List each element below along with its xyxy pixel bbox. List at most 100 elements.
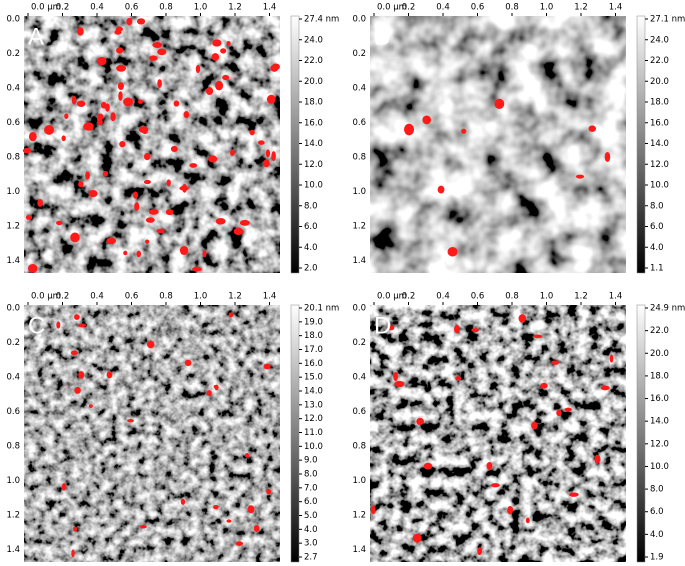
x-tick-label: 1.4: [263, 292, 277, 302]
y-tick-label: 0.0: [6, 15, 20, 25]
x-tick-label: 0.0 µm: [377, 292, 407, 302]
colorbar-label: 10.0: [304, 442, 323, 452]
red-particle: [78, 181, 84, 188]
red-particle: [146, 340, 155, 349]
red-particle: [533, 334, 543, 339]
red-particle: [173, 100, 180, 107]
red-particle: [76, 100, 86, 107]
red-particle: [215, 217, 226, 225]
red-particle: [152, 41, 163, 49]
red-particle: [270, 64, 279, 72]
x-tick-label: 1.4: [263, 3, 277, 13]
y-tick-label: 0.2: [352, 338, 366, 348]
red-particle: [257, 140, 265, 145]
red-particle: [214, 384, 219, 391]
red-particle: [404, 123, 415, 136]
x-tick-label: 0.0 µm: [31, 3, 61, 13]
colorbar-label: 6.0: [650, 507, 664, 517]
colorbar-label: 24.0: [650, 35, 669, 45]
red-particle: [83, 122, 92, 131]
colorbar-label: 10.0: [650, 462, 669, 472]
red-particle: [454, 324, 460, 334]
x-tick-label: 0.2: [56, 292, 70, 302]
y-tick-label: 0.6: [352, 407, 366, 417]
red-particle: [271, 151, 276, 162]
colorbar-label: 18.0: [650, 371, 669, 381]
colorbar-label: 4.0: [650, 530, 664, 540]
x-tick-label: 0.0 µm: [377, 3, 407, 13]
y-tick-label: 1.4: [6, 256, 20, 266]
x-tick-label: 0.4: [436, 292, 450, 302]
x-tick-label: 0.6: [471, 292, 485, 302]
red-particle: [88, 404, 93, 408]
colorbar-label: 16.0: [650, 118, 669, 128]
x-tick-label: 0.4: [90, 292, 104, 302]
red-particle: [88, 190, 98, 198]
red-particle: [139, 524, 147, 529]
particle-overlay: [22, 17, 280, 273]
red-particle: [416, 417, 425, 426]
red-particle: [78, 371, 85, 379]
x-tick-label: 1.2: [228, 3, 242, 13]
x-tick-label: 0.0 µm: [31, 292, 61, 302]
red-particle: [205, 87, 214, 96]
colorbar-label: 27.4 nm: [304, 15, 339, 25]
red-particle: [183, 110, 190, 118]
red-particle: [116, 47, 124, 54]
x-tick-label: 1.2: [228, 292, 242, 302]
y-tick-label: 1.4: [6, 545, 20, 555]
red-particle: [70, 232, 80, 243]
red-particle: [531, 421, 538, 430]
red-particle: [64, 113, 69, 119]
red-particle: [143, 179, 151, 185]
red-particle: [253, 524, 260, 533]
red-particle: [226, 41, 231, 46]
colorbar-label: 22.0: [304, 56, 323, 66]
red-particle: [134, 202, 140, 211]
red-particle: [507, 506, 514, 515]
colorbar-label: 6.0: [304, 497, 318, 507]
x-tick-label: 1.2: [574, 3, 588, 13]
red-particle: [600, 385, 610, 391]
red-particle: [206, 390, 212, 396]
red-particle: [117, 82, 124, 90]
y-tick-label: 0.4: [6, 84, 20, 94]
colorbar-label: 2.7: [304, 553, 318, 563]
colorbar-label: 13.0: [304, 400, 323, 410]
red-particle: [226, 519, 232, 523]
red-particle: [25, 215, 33, 220]
red-particle: [222, 74, 230, 81]
red-particle: [213, 504, 219, 510]
red-particle: [220, 48, 227, 54]
colorbar-label: 4.0: [304, 525, 318, 535]
colorbar-label: 20.1 nm: [304, 304, 339, 314]
colorbar-label: 20.0: [650, 349, 669, 359]
red-particle: [28, 264, 38, 273]
x-tick-label: 0.8: [159, 292, 173, 302]
red-particle: [138, 126, 149, 134]
x-tick-label: 0.6: [125, 3, 139, 13]
y-tick-label: 0.8: [6, 442, 20, 452]
y-tick-label: 0.2: [352, 49, 366, 59]
red-particle: [71, 549, 75, 558]
red-particle: [56, 220, 63, 226]
colorbar-label: 3.0: [304, 539, 318, 549]
red-particle: [461, 128, 467, 134]
panel-label: C: [28, 312, 45, 339]
panel-label: A: [28, 23, 44, 50]
red-particle: [266, 94, 276, 104]
colorbar-label: 6.0: [650, 222, 664, 232]
red-particle: [145, 239, 150, 244]
colorbar-label: 12.0: [304, 160, 323, 170]
colorbar-label: 1.9: [650, 553, 664, 563]
y-tick-label: 0.2: [6, 338, 20, 348]
y-tick-label: 1.2: [6, 222, 20, 232]
red-particle: [110, 112, 116, 122]
afm-image: [370, 305, 626, 562]
red-particle: [594, 454, 601, 464]
red-particle: [263, 159, 270, 168]
colorbar-label: 12.0: [650, 160, 669, 170]
colorbar-label: 10.0: [304, 181, 323, 191]
red-particle: [211, 53, 220, 61]
